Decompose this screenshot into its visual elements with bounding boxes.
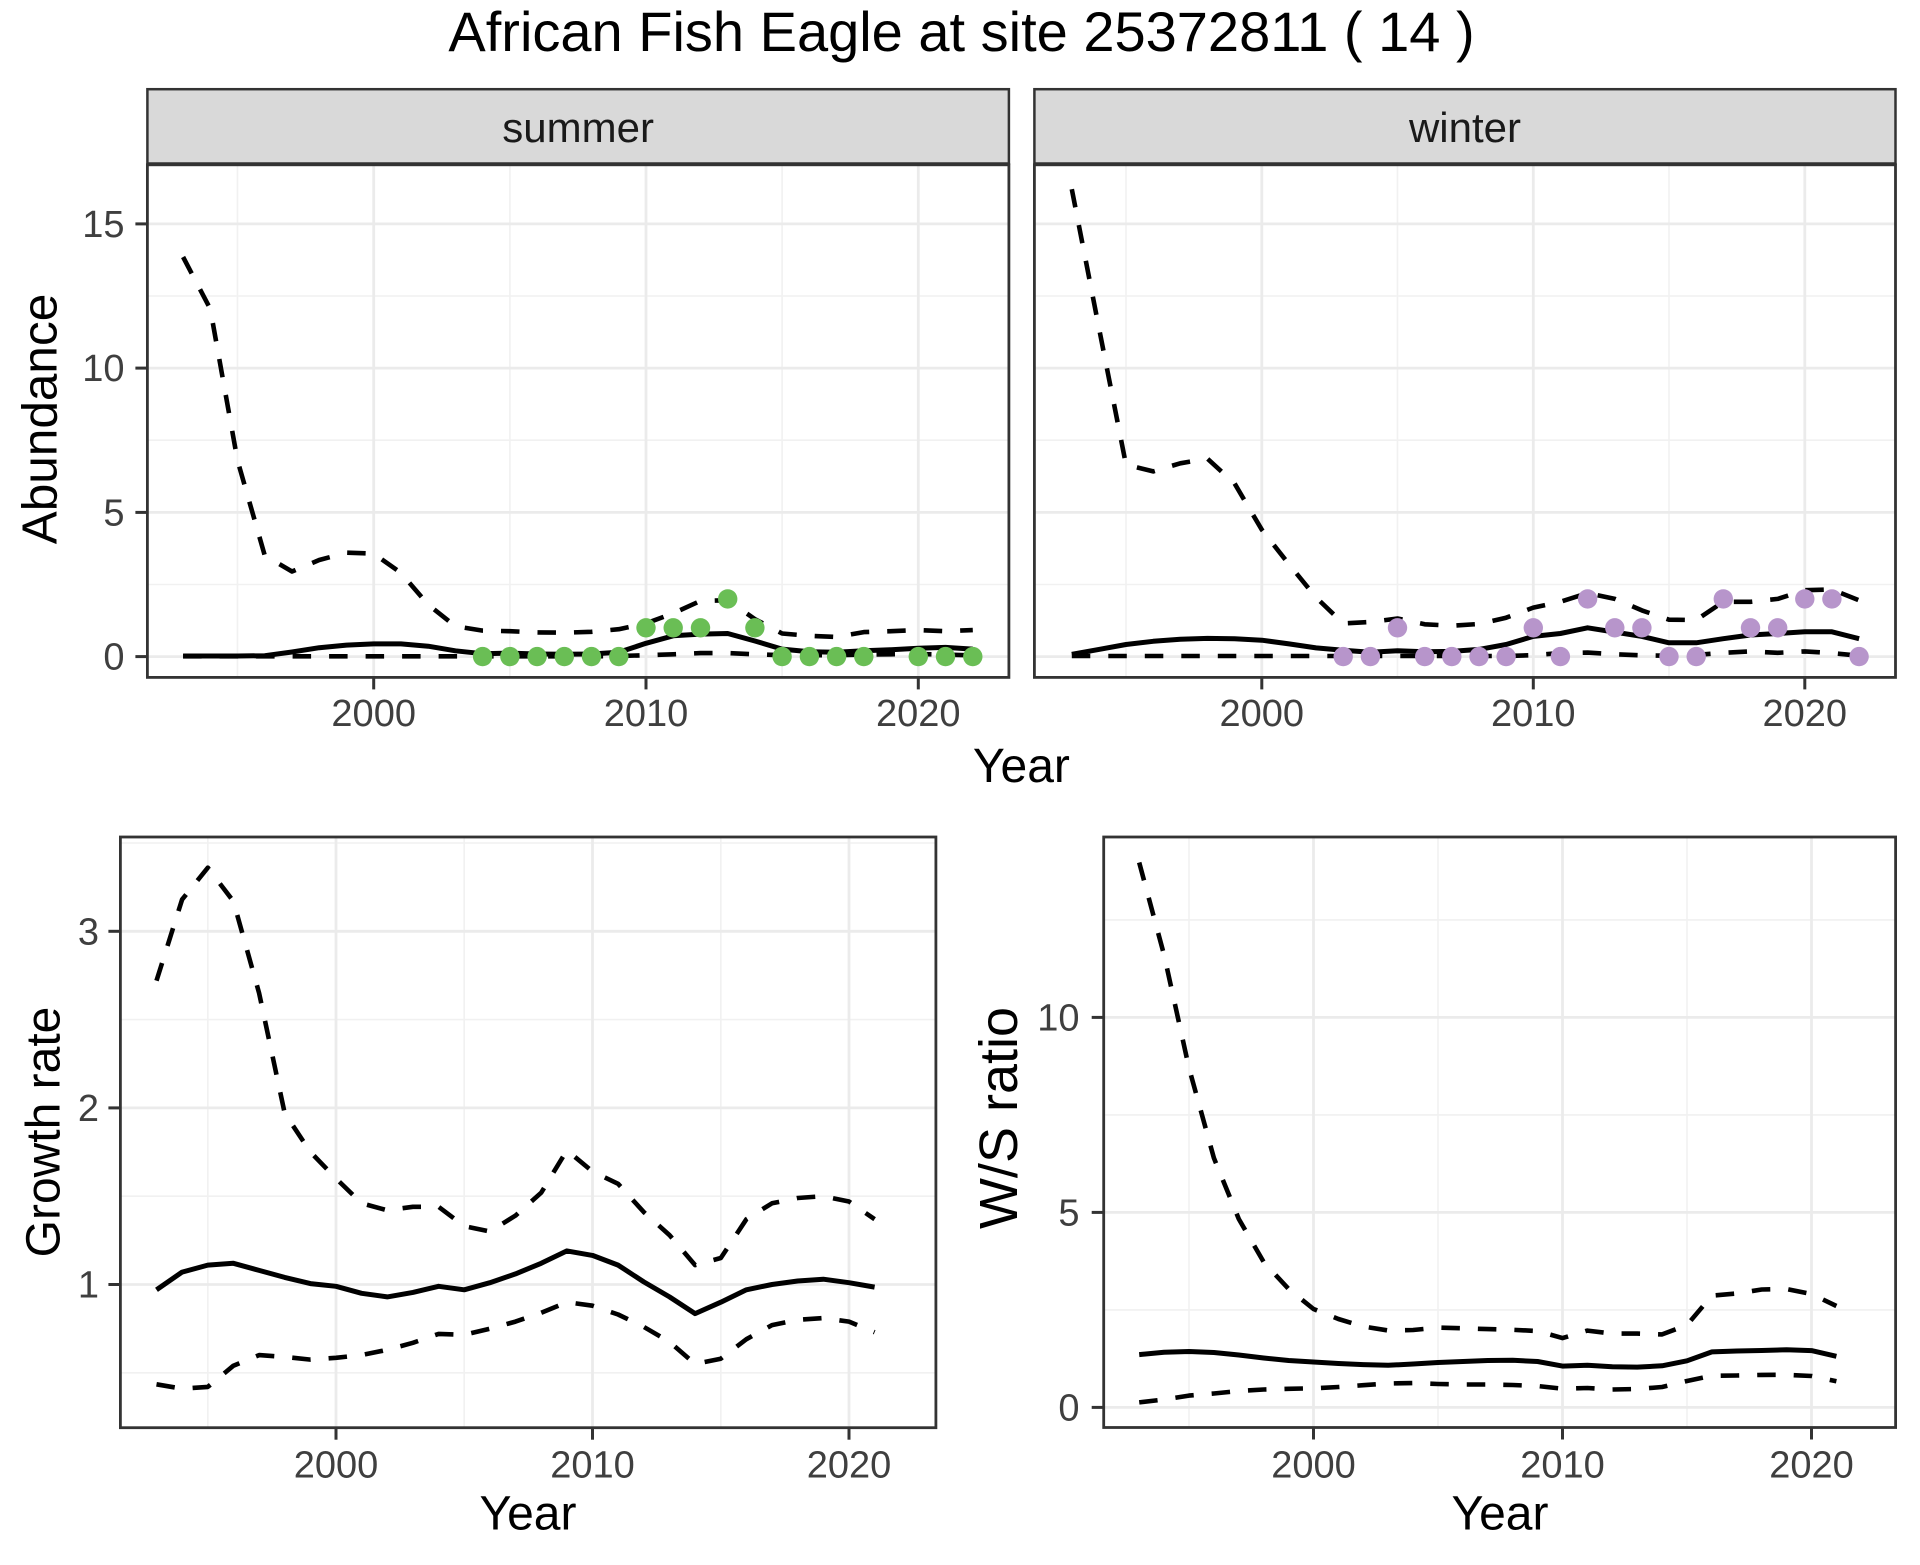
svg-text:2: 2 — [78, 1088, 99, 1130]
svg-text:10: 10 — [82, 348, 124, 390]
svg-text:summer: summer — [502, 104, 654, 151]
svg-text:2020: 2020 — [876, 693, 961, 735]
svg-text:2020: 2020 — [1763, 693, 1848, 735]
svg-text:15: 15 — [82, 204, 124, 246]
svg-text:5: 5 — [103, 492, 124, 534]
svg-text:2000: 2000 — [294, 1445, 379, 1487]
svg-text:2000: 2000 — [1271, 1445, 1356, 1487]
svg-text:Year: Year — [973, 740, 1070, 793]
svg-text:5: 5 — [1058, 1192, 1079, 1234]
svg-text:2020: 2020 — [1769, 1445, 1854, 1487]
svg-text:2010: 2010 — [604, 693, 689, 735]
svg-text:2000: 2000 — [1220, 693, 1305, 735]
svg-text:0: 0 — [1058, 1387, 1079, 1429]
svg-text:Year: Year — [1452, 1488, 1549, 1541]
svg-text:2010: 2010 — [1520, 1445, 1605, 1487]
svg-text:W/S ratio: W/S ratio — [969, 1007, 1029, 1229]
svg-text:Abundance: Abundance — [13, 294, 68, 544]
svg-text:2020: 2020 — [807, 1445, 892, 1487]
svg-text:winter: winter — [1408, 104, 1521, 151]
svg-text:Year: Year — [480, 1488, 577, 1541]
svg-text:10: 10 — [1037, 997, 1079, 1039]
svg-text:2010: 2010 — [1491, 693, 1576, 735]
svg-text:0: 0 — [103, 637, 124, 679]
svg-text:Growth rate: Growth rate — [18, 1007, 71, 1258]
svg-text:3: 3 — [78, 911, 99, 953]
svg-text:African Fish Eagle at site 253: African Fish Eagle at site 25372811 ( 14… — [448, 0, 1474, 63]
svg-text:2000: 2000 — [331, 693, 416, 735]
svg-text:2010: 2010 — [550, 1445, 635, 1487]
svg-text:1: 1 — [78, 1265, 99, 1307]
